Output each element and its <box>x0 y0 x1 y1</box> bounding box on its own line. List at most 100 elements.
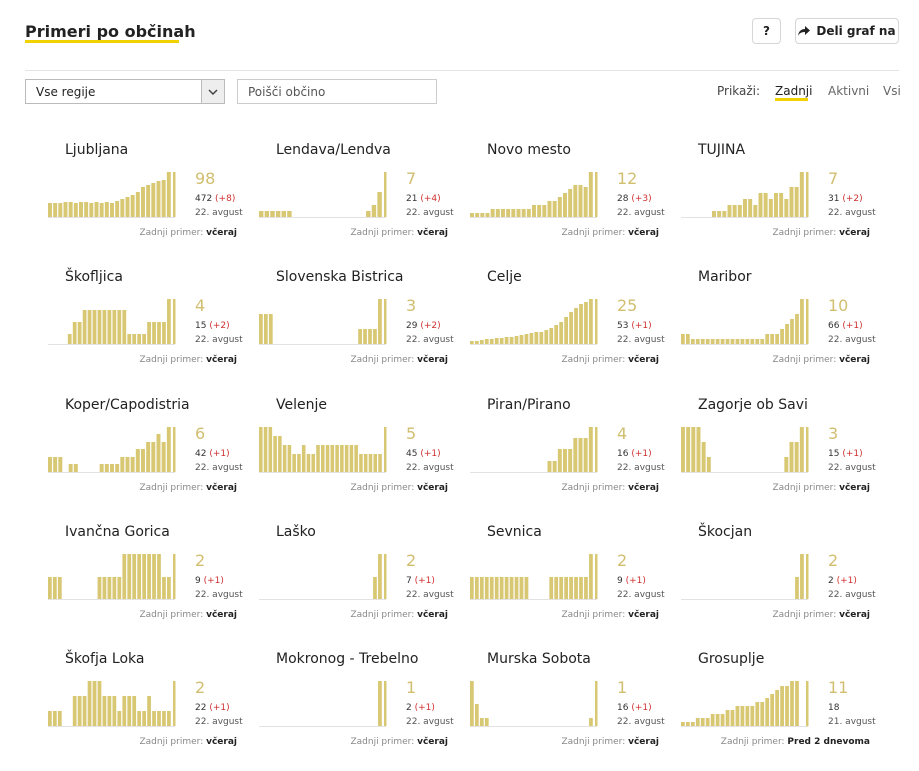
case-bar <box>583 187 588 217</box>
case-bar <box>544 330 549 344</box>
case-bar <box>53 457 58 472</box>
region-select-value: Vse regije <box>36 84 96 99</box>
cases-bar-chart <box>259 681 387 727</box>
case-bar <box>578 438 583 472</box>
case-bar <box>755 702 760 726</box>
new-cases-delta: (+1) <box>200 576 224 586</box>
case-bar <box>147 696 151 726</box>
municipality-card[interactable]: Novo mesto 12 28 (+3) 22. avgust Zadnji prim… <box>470 142 677 262</box>
last-case-label: Zadnji primer: <box>139 355 207 365</box>
case-bar <box>72 322 77 344</box>
case-bar <box>110 464 114 472</box>
municipality-card[interactable]: Zagorje ob Savi 3 15 (+1) 22. avgust Zadnji … <box>681 397 888 517</box>
last-case-info: Zadnji primer: včeraj <box>772 228 870 238</box>
case-bar <box>72 696 77 726</box>
last-date: 22. avgust <box>828 335 876 345</box>
municipality-card[interactable]: Škocjan 2 2 (+1) 22. avgust Zadnji primer: v… <box>681 524 888 644</box>
last-case-label: Zadnji primer: <box>561 355 629 365</box>
municipality-card[interactable]: Maribor 10 66 (+1) 22. avgust Zadnji primer:… <box>681 269 888 389</box>
municipality-card[interactable]: Murska Sobota 1 16 (+1) 22. avgust Zadnji pr… <box>470 651 677 771</box>
case-bar <box>259 211 264 217</box>
case-bar <box>529 333 534 344</box>
municipality-card[interactable]: Sevnica 2 9 (+1) 22. avgust Zadnji primer: v… <box>470 524 677 644</box>
case-bar <box>120 457 125 472</box>
region-select[interactable]: Vse regije <box>25 79 225 104</box>
case-bar <box>156 181 161 217</box>
case-bar <box>509 577 514 599</box>
last-date: 22. avgust <box>617 208 665 218</box>
municipality-card[interactable]: Mokronog - Trebelno 1 2 (+1) 22. avgust Zadn… <box>259 651 466 771</box>
case-bar <box>273 436 277 472</box>
latest-marker <box>806 427 809 472</box>
tab-aktivni[interactable]: Aktivni <box>828 84 870 98</box>
tab-zadnji[interactable]: Zadnji <box>775 84 813 98</box>
help-button[interactable]: ? <box>752 18 781 44</box>
municipality-search-input[interactable] <box>237 79 437 104</box>
case-bar <box>589 554 593 599</box>
tab-vsi[interactable]: Vsi <box>883 84 901 98</box>
case-bar <box>750 706 755 726</box>
total-cases: 2 (+1) <box>406 703 435 713</box>
case-bar <box>579 577 583 599</box>
case-bar <box>485 213 490 217</box>
active-cases-count: 2 <box>195 678 206 697</box>
latest-marker <box>384 554 387 599</box>
municipality-card[interactable]: Škofljica 4 15 (+2) 22. avgust Zadnji primer… <box>48 269 255 389</box>
case-bar <box>800 554 804 599</box>
municipality-card[interactable]: Škofja Loka 2 22 (+1) 22. avgust Zadnji prim… <box>48 651 255 771</box>
municipality-card[interactable]: Piran/Pirano 4 16 (+1) 22. avgust Zadnji pri… <box>470 397 677 517</box>
case-bar <box>506 209 511 217</box>
municipality-card[interactable]: Celje 25 53 (+1) 22. avgust Zadnji primer: v… <box>470 269 677 389</box>
case-bar <box>514 336 519 344</box>
case-bar <box>373 329 377 344</box>
case-bar <box>132 554 137 599</box>
new-cases-delta: (+1) <box>411 703 435 713</box>
case-bar <box>58 203 63 217</box>
case-bar <box>104 202 109 217</box>
case-bar <box>484 339 489 344</box>
last-date: 22. avgust <box>617 335 665 345</box>
last-case-info: Zadnji primer: včeraj <box>561 228 659 238</box>
municipality-card[interactable]: Lendava/Lendva 7 21 (+4) 22. avgust Zadnji p… <box>259 142 466 262</box>
case-bar <box>287 211 292 217</box>
case-bar <box>765 334 770 344</box>
case-bar <box>48 577 52 599</box>
case-bar <box>325 445 330 472</box>
share-button[interactable]: Deli graf na <box>795 18 899 44</box>
case-bar <box>784 199 789 217</box>
case-bar <box>722 211 727 217</box>
case-bar <box>127 334 132 344</box>
case-bar <box>142 711 146 726</box>
case-bar <box>755 339 760 344</box>
last-case-label: Zadnji primer: <box>350 228 418 238</box>
case-bar <box>58 457 63 472</box>
case-bar <box>559 577 564 599</box>
case-bar <box>795 577 799 599</box>
case-bar <box>84 202 89 217</box>
municipality-card[interactable]: Laško 2 7 (+1) 22. avgust Zadnji primer: vče… <box>259 524 466 644</box>
last-case-value: Pred 2 dnevoma <box>787 737 870 747</box>
municipality-card[interactable]: TUJINA 7 31 (+2) 22. avgust Zadnji primer: v… <box>681 142 888 262</box>
case-bar <box>779 193 784 217</box>
case-bar <box>695 339 700 344</box>
case-bar <box>141 449 145 472</box>
case-bar <box>539 332 544 344</box>
case-bar <box>509 337 514 344</box>
cases-bar-chart <box>470 299 598 345</box>
last-case-value: včeraj <box>628 610 659 620</box>
case-bar <box>775 334 779 344</box>
municipality-card[interactable]: Ljubljana 98 472 (+8) 22. avgust Zadnji prim… <box>48 142 255 262</box>
municipality-card[interactable]: Ivančna Gorica 2 9 (+1) 22. avgust Zadnji pr… <box>48 524 255 644</box>
municipality-card[interactable]: Velenje 5 45 (+1) 22. avgust Zadnji primer: … <box>259 397 466 517</box>
last-case-label: Zadnji primer: <box>772 610 840 620</box>
municipality-card[interactable]: Koper/Capodistria 6 42 (+1) 22. avgust Zadnj… <box>48 397 255 517</box>
case-bar <box>706 457 711 472</box>
municipality-card[interactable]: Grosuplje 11 18 21. avgust Zadnji primer: Pr… <box>681 651 888 771</box>
latest-marker <box>595 681 598 726</box>
last-case-label: Zadnji primer: <box>139 228 207 238</box>
latest-marker <box>173 554 176 599</box>
municipality-card[interactable]: Slovenska Bistrica 3 29 (+2) 22. avgust Zadn… <box>259 269 466 389</box>
last-date: 22. avgust <box>617 717 665 727</box>
cases-bar-chart <box>470 427 598 473</box>
chevron-down-icon[interactable] <box>201 80 224 103</box>
